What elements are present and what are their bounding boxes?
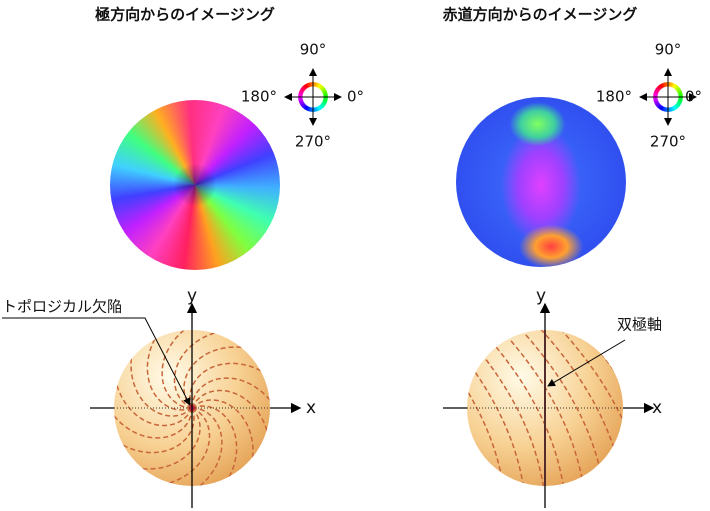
field-line [114,407,193,439]
axis-label: x [306,398,316,418]
axis-label: x [652,398,662,418]
field-line [191,377,270,409]
field-line [494,330,586,486]
field-line [191,389,269,434]
panel-title: 赤道方向からのイメージング [443,6,638,24]
field-line [467,330,526,486]
wheel-label: 90° [655,41,682,59]
polar-image [110,100,280,270]
wheel-label: 180° [241,88,277,106]
field-line [554,330,623,486]
wheel-label: 270° [295,133,331,151]
field-line [166,407,211,485]
field-line [120,407,195,454]
leader [547,339,626,387]
field-line [191,405,238,480]
field-line [146,336,193,411]
equatorial-image [456,97,626,267]
field-line [191,407,223,486]
field-line [139,407,201,470]
leader [2,317,191,406]
sphere-lines [114,330,270,486]
axis-label: y [536,286,546,306]
field-line [183,346,245,409]
annotation: トポロジカル欠陥 [2,298,122,316]
wheel-label: 0° [685,88,702,106]
axis-label: y [187,286,197,306]
wheel-label: 90° [300,41,327,59]
field-line [189,362,264,409]
field-line [161,330,193,409]
field-line [115,382,193,427]
field-line [375,323,465,498]
wheel-label: 180° [596,88,632,106]
field-line [173,331,218,409]
wheel-label: 0° [347,88,364,106]
panel-title: 極方向からのイメージング [94,6,275,24]
field-line [191,399,254,461]
annotation: 双極軸 [617,316,662,334]
wheel-label: 270° [650,133,686,151]
field-line [130,355,193,417]
